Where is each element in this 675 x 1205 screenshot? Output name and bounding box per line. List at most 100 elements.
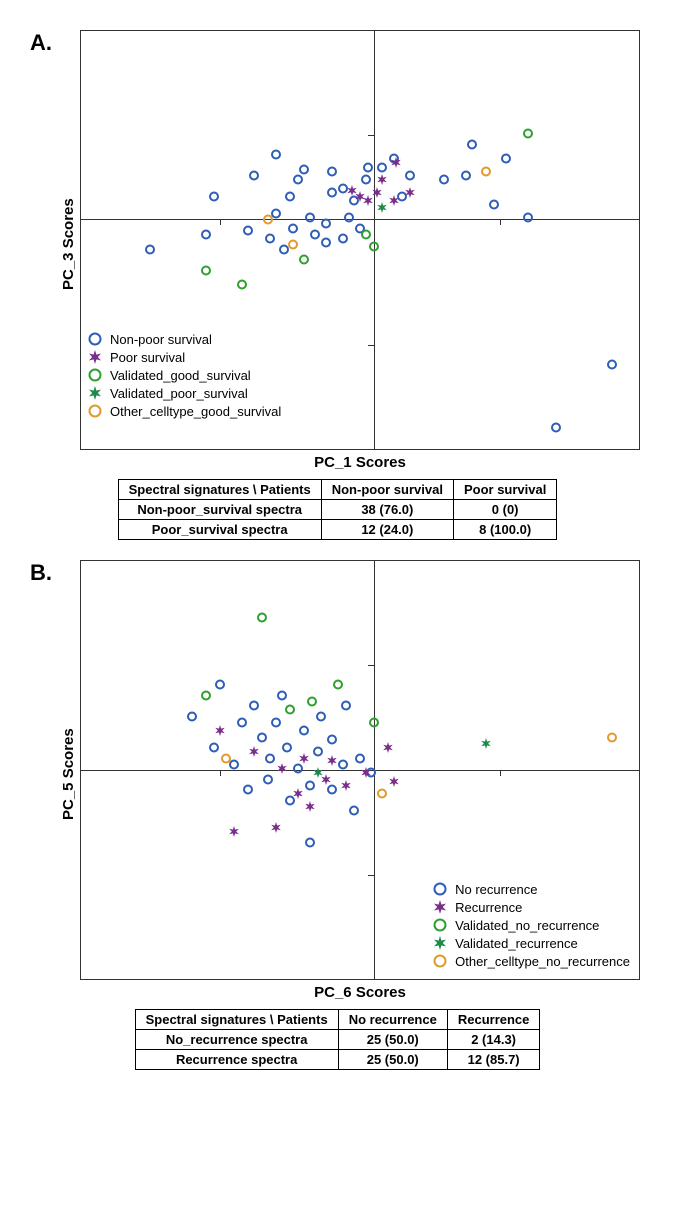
data-point bbox=[327, 164, 338, 182]
legend: No recurrence Recurrence Validated_no_recu… bbox=[431, 880, 630, 970]
table-header-cell: Non-poor survival bbox=[321, 480, 453, 500]
data-point bbox=[388, 193, 399, 211]
data-point bbox=[388, 774, 399, 792]
data-point bbox=[209, 740, 220, 758]
data-point bbox=[271, 147, 282, 165]
table-cell: 25 (50.0) bbox=[338, 1050, 447, 1070]
table-a: Spectral signatures \ PatientsNon-poor s… bbox=[118, 479, 558, 540]
data-point bbox=[313, 765, 324, 783]
data-point bbox=[287, 237, 298, 255]
data-point bbox=[237, 277, 248, 295]
xlabel-b: PC_6 Scores bbox=[80, 984, 640, 1001]
data-point bbox=[307, 694, 318, 712]
table-header-cell: Spectral signatures \ Patients bbox=[118, 480, 321, 500]
data-point bbox=[187, 709, 198, 727]
data-point bbox=[523, 210, 534, 228]
data-point bbox=[607, 357, 618, 375]
panel-b: B. No recurrenceRecurrenceValidated_no_r… bbox=[20, 560, 655, 1070]
data-point bbox=[461, 168, 472, 186]
y-tick bbox=[368, 875, 374, 876]
data-point bbox=[304, 799, 315, 817]
table-row: Non-poor_survival spectra38 (76.0)0 (0) bbox=[118, 500, 557, 520]
data-point bbox=[271, 715, 282, 733]
data-point bbox=[310, 227, 321, 245]
legend-label: Validated_no_recurrence bbox=[455, 918, 599, 933]
circle-icon bbox=[86, 402, 104, 420]
data-point bbox=[321, 216, 332, 234]
data-point bbox=[299, 252, 310, 270]
data-point bbox=[201, 263, 212, 281]
data-point bbox=[327, 185, 338, 203]
table-header-cell: Poor survival bbox=[453, 480, 556, 500]
data-point bbox=[215, 677, 226, 695]
data-point bbox=[377, 172, 388, 190]
legend-item: Other_celltype_good_survival bbox=[86, 402, 281, 420]
data-point bbox=[304, 835, 315, 853]
data-point bbox=[229, 824, 240, 842]
data-point bbox=[262, 212, 273, 230]
data-point bbox=[327, 732, 338, 750]
legend-label: Poor survival bbox=[110, 350, 185, 365]
data-point bbox=[523, 126, 534, 144]
ylabel-b: PC_5 Scores bbox=[60, 728, 77, 820]
table-row: No_recurrence spectra25 (50.0)2 (14.3) bbox=[135, 1030, 540, 1050]
y-tick bbox=[368, 135, 374, 136]
legend-item: Validated_good_survival bbox=[86, 366, 281, 384]
data-point bbox=[248, 698, 259, 716]
data-point bbox=[243, 782, 254, 800]
table-cell: 8 (100.0) bbox=[453, 520, 556, 540]
table-row: Poor_survival spectra12 (24.0)8 (100.0) bbox=[118, 520, 557, 540]
table-header-cell: No recurrence bbox=[338, 1010, 447, 1030]
legend-label: Validated_good_survival bbox=[110, 368, 251, 383]
star-icon bbox=[86, 384, 104, 402]
data-point bbox=[265, 751, 276, 769]
x-tick bbox=[220, 219, 221, 225]
data-point bbox=[332, 677, 343, 695]
data-point bbox=[209, 189, 220, 207]
data-point bbox=[271, 820, 282, 838]
table-row: Recurrence spectra25 (50.0)12 (85.7) bbox=[135, 1050, 540, 1070]
legend-label: Validated_recurrence bbox=[455, 936, 578, 951]
data-point bbox=[338, 757, 349, 775]
data-point bbox=[220, 751, 231, 769]
data-point bbox=[377, 786, 388, 804]
data-point bbox=[299, 751, 310, 769]
data-point bbox=[248, 168, 259, 186]
legend-item: Validated_no_recurrence bbox=[431, 916, 630, 934]
table-cell: Recurrence spectra bbox=[135, 1050, 338, 1070]
data-point bbox=[338, 231, 349, 249]
data-point bbox=[551, 420, 562, 438]
table-cell: Non-poor_survival spectra bbox=[118, 500, 321, 520]
xlabel-a: PC_1 Scores bbox=[80, 454, 640, 471]
legend-label: Recurrence bbox=[455, 900, 522, 915]
y-tick bbox=[368, 665, 374, 666]
chart-b: No recurrence Recurrence Validated_no_recu… bbox=[80, 560, 640, 980]
x-tick bbox=[500, 219, 501, 225]
legend-label: Other_celltype_no_recurrence bbox=[455, 954, 630, 969]
legend-label: Validated_poor_survival bbox=[110, 386, 248, 401]
y-tick bbox=[368, 345, 374, 346]
data-point bbox=[321, 235, 332, 253]
star-icon bbox=[431, 934, 449, 952]
ylabel-a: PC_3 Scores bbox=[60, 198, 77, 290]
legend-item: Poor survival bbox=[86, 348, 281, 366]
circle-icon bbox=[431, 952, 449, 970]
data-point bbox=[276, 761, 287, 779]
table-header-cell: Spectral signatures \ Patients bbox=[135, 1010, 338, 1030]
table-cell: 12 (85.7) bbox=[447, 1050, 540, 1070]
star-icon bbox=[431, 898, 449, 916]
data-point bbox=[327, 753, 338, 771]
legend-item: Validated_poor_survival bbox=[86, 384, 281, 402]
legend-item: Validated_recurrence bbox=[431, 934, 630, 952]
data-point bbox=[201, 227, 212, 245]
table-header-cell: Recurrence bbox=[447, 1010, 540, 1030]
circle-icon bbox=[431, 916, 449, 934]
legend-item: No recurrence bbox=[431, 880, 630, 898]
data-point bbox=[363, 160, 374, 178]
data-point bbox=[299, 162, 310, 180]
data-point bbox=[349, 803, 360, 821]
panel-a-label: A. bbox=[30, 30, 52, 56]
data-point bbox=[265, 231, 276, 249]
data-point bbox=[287, 221, 298, 239]
data-point bbox=[377, 200, 388, 218]
